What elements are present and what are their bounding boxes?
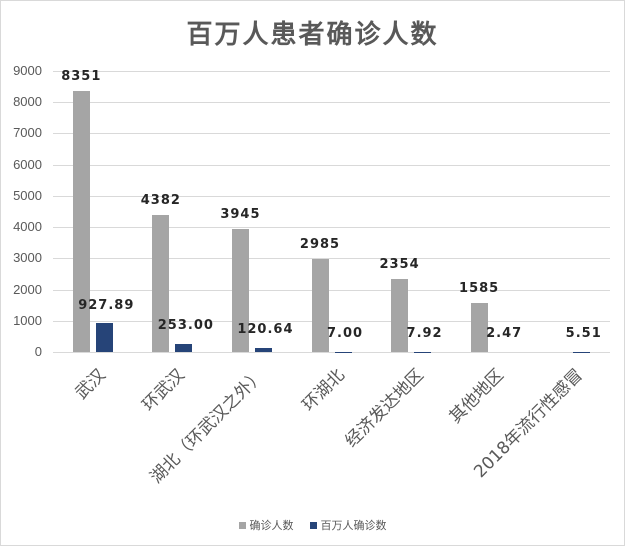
gridline xyxy=(53,227,610,228)
bar-confirmed xyxy=(231,228,249,352)
legend-label: 百万人确诊数 xyxy=(320,519,387,532)
gridline xyxy=(53,352,610,353)
bar-confirmed xyxy=(72,91,90,352)
y-tick-label: 6000 xyxy=(13,157,42,172)
legend-swatch-icon xyxy=(238,521,246,529)
gridline xyxy=(53,133,610,134)
chart-legend: 确诊人数 百万人确诊数 xyxy=(0,517,625,533)
data-label: 5.51 xyxy=(565,326,602,341)
gridline xyxy=(53,71,610,72)
y-tick-label: 0 xyxy=(34,344,42,359)
data-label: 7.92 xyxy=(406,326,443,341)
data-label: 927.89 xyxy=(78,298,135,313)
legend-label: 确诊人数 xyxy=(249,519,294,532)
y-tick-label: 9000 xyxy=(13,63,42,78)
gridline xyxy=(53,102,610,103)
bar-per-million xyxy=(95,323,113,352)
data-label: 3945 xyxy=(220,206,261,222)
legend-swatch-icon xyxy=(309,521,317,529)
chart-title: 百万人患者确诊人数 xyxy=(186,20,439,50)
data-label: 120.64 xyxy=(237,322,294,337)
gridline xyxy=(53,290,610,291)
bar-confirmed xyxy=(470,302,488,352)
y-tick-label: 5000 xyxy=(13,188,42,203)
y-tick-label: 7000 xyxy=(13,125,42,140)
bar-confirmed xyxy=(391,278,409,352)
bar-confirmed xyxy=(311,258,329,352)
bar-per-million xyxy=(175,344,193,352)
legend-item: 确诊人数 xyxy=(238,517,294,533)
y-tick-label: 1000 xyxy=(13,313,42,328)
gridline xyxy=(53,196,610,197)
bar-confirmed xyxy=(152,215,170,352)
gridline xyxy=(53,258,610,259)
y-tick-label: 8000 xyxy=(13,94,42,109)
y-tick-label: 3000 xyxy=(13,250,42,265)
data-label: 2354 xyxy=(379,256,420,272)
data-label: 8351 xyxy=(61,69,102,85)
y-tick-label: 2000 xyxy=(13,282,42,297)
legend-item: 百万人确诊数 xyxy=(309,517,387,533)
bar-per-million xyxy=(254,348,272,352)
gridline xyxy=(53,321,610,322)
gridline xyxy=(53,165,610,166)
data-label: 2985 xyxy=(299,236,341,252)
y-tick-label: 4000 xyxy=(13,219,42,234)
data-label: 2.47 xyxy=(486,326,523,341)
data-label: 7.00 xyxy=(326,326,364,341)
data-label: 4382 xyxy=(140,193,181,209)
data-label: 1585 xyxy=(459,280,500,296)
data-label: 253.00 xyxy=(157,318,214,333)
